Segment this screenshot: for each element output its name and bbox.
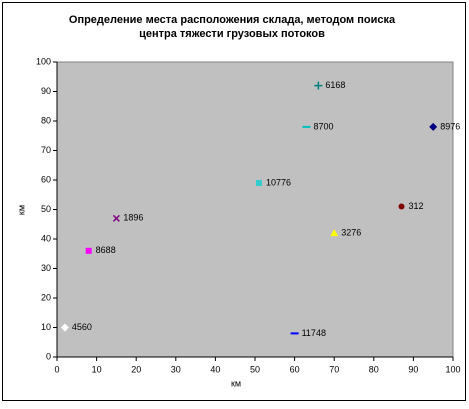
data-label: 6168 [325,80,345,90]
y-tick-label: 100 [36,56,51,66]
x-tick-label: 90 [408,364,418,374]
x-tick-label: 0 [54,364,59,374]
x-tick-label: 80 [369,364,379,374]
data-label: 11748 [302,328,326,338]
y-tick-label: 0 [46,351,51,361]
data-label: 8976 [440,121,460,131]
x-axis-label: км [231,378,241,388]
point [85,247,92,254]
point [112,214,120,222]
point [429,122,438,131]
y-tick-label: 90 [41,86,51,96]
y-tick-label: 40 [41,233,51,243]
x-tick-label: 70 [329,364,339,374]
y-axis-label: км [16,205,26,215]
plot-area [56,61,454,358]
point [314,81,323,90]
y-tick-label: 70 [41,145,51,155]
x-tick-label: 20 [131,364,141,374]
data-label: 10776 [266,177,291,187]
x-tick-label: 40 [210,364,220,374]
data-label: 4560 [72,322,92,332]
point [398,203,405,210]
y-tick-label: 50 [41,204,51,214]
data-label: 1896 [123,213,143,223]
y-tick-label: 30 [41,263,51,273]
y-tick-label: 80 [41,115,51,125]
x-tick-label: 30 [171,364,181,374]
y-tick-label: 10 [41,322,51,332]
point [255,179,262,186]
x-tick-label: 10 [92,364,102,374]
y-tick-label: 60 [41,174,51,184]
y-tick-label: 20 [41,292,51,302]
data-label: 3276 [341,227,361,237]
x-tick-label: 60 [290,364,300,374]
point [60,323,69,332]
x-tick-label: 50 [250,364,260,374]
data-label: 8688 [96,245,116,255]
data-label: 8700 [313,121,333,131]
chart-title: Определение места расположения склада, м… [69,14,396,40]
data-label: 312 [409,201,424,211]
point [330,229,339,237]
x-tick-label: 100 [445,364,460,374]
